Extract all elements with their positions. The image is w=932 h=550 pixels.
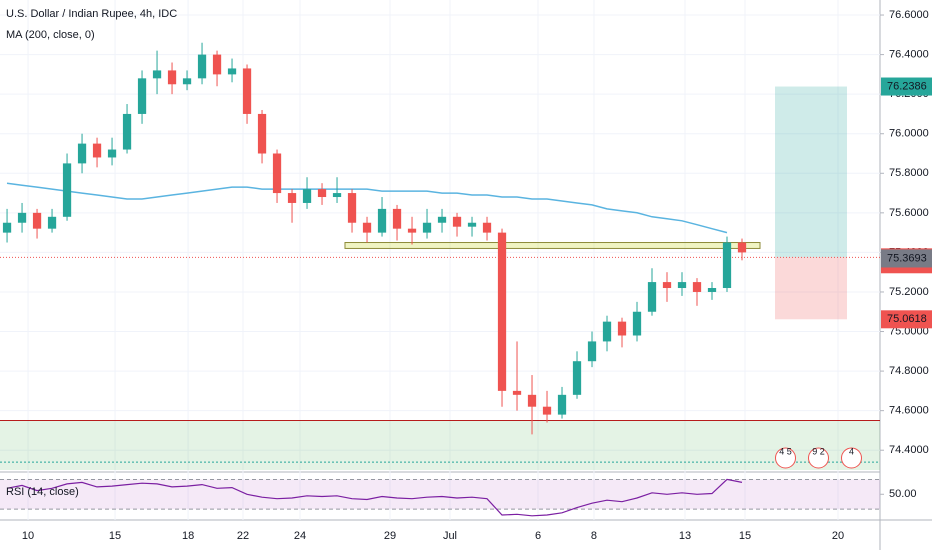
candle-body [62, 163, 72, 217]
event-icon [808, 447, 830, 469]
candle-body [137, 78, 147, 114]
y-tick-label: 75.0000 [889, 325, 929, 337]
candle-body [557, 394, 567, 415]
candle-body [617, 321, 627, 336]
x-tick-label: 8 [591, 530, 597, 542]
candle-body [737, 242, 747, 253]
candle-body [407, 228, 417, 233]
candle-body [287, 193, 297, 203]
candle-body [17, 212, 27, 223]
candle-body [542, 406, 552, 415]
candle-body [197, 54, 207, 79]
candle-body [452, 216, 462, 227]
candle-body [572, 361, 582, 395]
candle-body [662, 282, 672, 289]
price-badge [881, 249, 932, 268]
candle-body [302, 189, 312, 203]
grid [0, 0, 880, 520]
x-tick-label: Jul [443, 530, 457, 542]
price-badge [881, 77, 932, 96]
range-zone [344, 242, 761, 249]
x-tick-label: 13 [679, 530, 691, 542]
indicator-label: MA (200, close, 0) [6, 29, 95, 41]
price-badge-label: 75.0618 [887, 313, 927, 325]
y-tick-label: 75.8000 [889, 167, 929, 179]
candle-body [77, 143, 87, 164]
moving-average [6, 182, 728, 234]
y-tick-label: 74.4000 [889, 444, 929, 456]
y-tick-label: 75.6000 [889, 207, 929, 219]
stop-box [775, 257, 848, 320]
y-tick-label: 76.4000 [889, 49, 929, 61]
candle-body [467, 222, 477, 227]
y-tick-label: 74.8000 [889, 365, 929, 377]
candle-body [602, 321, 612, 342]
candle-body [92, 143, 102, 158]
candle-body [212, 54, 222, 75]
candle-body [437, 216, 447, 223]
candle-body [482, 222, 492, 233]
x-tick-label: 18 [182, 530, 194, 542]
candle-body [47, 216, 57, 229]
x-tick-label: 29 [384, 530, 396, 542]
candle-body [422, 222, 432, 233]
candle-body [392, 208, 402, 229]
candle-body [317, 189, 327, 198]
price-badge-label: 75.3693 [887, 252, 927, 264]
price-badge [881, 310, 932, 329]
target-box [775, 86, 848, 258]
event-label: 4 [849, 446, 854, 456]
event-icon [841, 447, 863, 469]
candle-body [362, 222, 372, 233]
x-tick-label: 10 [22, 530, 34, 542]
y-tick-label: 76.6000 [889, 9, 929, 21]
candle-body [347, 193, 357, 223]
x-tick-label: 15 [109, 530, 121, 542]
y-tick-label: 75.2000 [889, 286, 929, 298]
candle-body [692, 282, 702, 292]
candle-body [527, 394, 537, 407]
candle-body [182, 78, 192, 85]
candle-body [257, 113, 267, 154]
x-tick-label: 20 [832, 530, 844, 542]
candle-body [272, 153, 282, 194]
candle-body [107, 149, 117, 158]
candle-body [152, 70, 162, 79]
candle-body [722, 242, 732, 289]
candle-body [227, 68, 237, 75]
candle-body [167, 70, 177, 85]
rsi-line [6, 478, 743, 517]
x-tick-label: 6 [535, 530, 541, 542]
candle-body [122, 113, 132, 150]
candle-body [512, 390, 522, 395]
y-tick-label: 76.0000 [889, 128, 929, 140]
candle-body [677, 282, 687, 289]
candle-body [332, 193, 342, 198]
event-label: 4 5 [779, 446, 792, 456]
candle-body [32, 212, 42, 229]
rsi-label: RSI (14, close) [6, 486, 79, 498]
x-tick-label: 24 [294, 530, 306, 542]
rsi-band [0, 479, 880, 510]
candle-body [2, 222, 12, 233]
y-tick-label: 74.6000 [889, 405, 929, 417]
candle-body [497, 232, 507, 391]
candle-body [587, 341, 597, 362]
event-icon [775, 447, 797, 469]
candle-body [377, 208, 387, 233]
symbol-title: U.S. Dollar / Indian Rupee, 4h, IDC [6, 8, 177, 20]
candle-body [242, 68, 252, 114]
event-label: 9 2 [812, 446, 825, 456]
rsi-tick-label: 50.00 [889, 488, 917, 500]
x-tick-label: 22 [237, 530, 249, 542]
marks: 4 5 9 2 4 [0, 42, 880, 517]
candle-body [707, 288, 717, 292]
price-badge-label: 76.2386 [887, 80, 927, 92]
candle-body [647, 282, 657, 312]
x-tick-label: 15 [739, 530, 751, 542]
candle-body [632, 311, 642, 336]
